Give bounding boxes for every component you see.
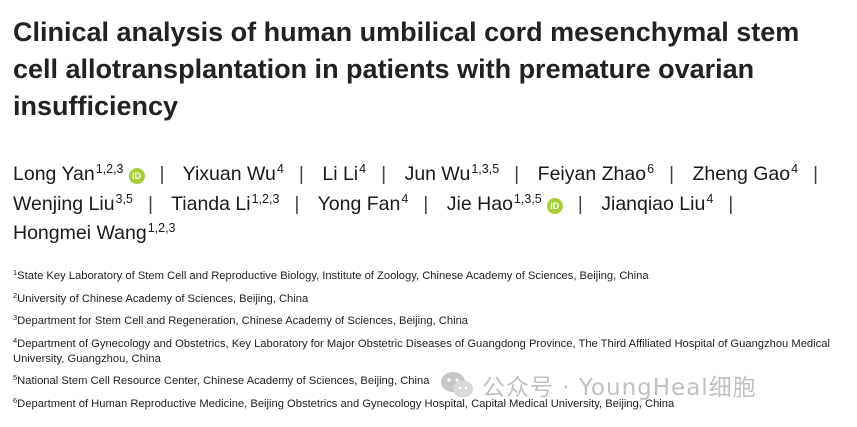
author-separator: | — [159, 163, 165, 185]
author[interactable]: Yong Fan4 — [317, 191, 409, 215]
author-separator: | — [294, 192, 300, 215]
author-separator: | — [669, 163, 675, 185]
author-separator: | — [381, 163, 387, 185]
author[interactable]: Zheng Gao4 — [692, 162, 799, 185]
author[interactable]: Li Li4 — [322, 162, 367, 185]
orcid-icon[interactable]: iD — [546, 197, 563, 214]
author[interactable]: Wenjing Liu3,5 — [13, 191, 133, 215]
watermark-text: 公众号 · YoungHeal细胞 — [482, 375, 757, 401]
author[interactable]: Long Yan1,2,3 iD — [13, 163, 145, 185]
author-separator: | — [298, 163, 304, 185]
affiliation: 1State Key Laboratory of Stem Cell and R… — [13, 268, 649, 282]
author-separator: | — [813, 163, 819, 185]
author-separator: | — [728, 192, 734, 215]
affiliation: 3Department for Stem Cell and Regenerati… — [13, 313, 469, 327]
author-separator: | — [147, 192, 154, 215]
watermark: 公众号 · YoungHeal细胞 — [440, 366, 757, 404]
author[interactable]: Tianda Li1,2,3 — [171, 191, 280, 215]
author[interactable]: Jie Hao1,3,5 iD — [447, 192, 563, 215]
author[interactable]: Feiyan Zhao6 — [537, 162, 655, 185]
author[interactable]: Jun Wu1,3,5 — [404, 162, 500, 185]
author[interactable]: Hongmei Wang1,2,3 — [13, 221, 176, 244]
affiliation: 5National Stem Cell Resource Center, Chi… — [13, 373, 430, 387]
author[interactable]: Yixuan Wu4 — [182, 162, 284, 185]
author-separator: | — [577, 192, 583, 215]
affiliation: 6Department of Human Reproductive Medici… — [13, 395, 675, 410]
affiliation: 4Department of Gynecology and Obstetrics… — [13, 335, 830, 365]
orcid-icon[interactable]: iD — [128, 168, 145, 184]
author-separator: | — [423, 192, 429, 215]
author-list: Long Yan1,2,3 iD | Yixuan Wu4 | Li Li4 | Jun… — [13, 160, 848, 249]
wechat-logo-icon — [441, 372, 473, 398]
author[interactable]: Jianqiao Liu4 — [601, 191, 714, 215]
affiliation: 2University of Chinese Academy of Scienc… — [13, 290, 309, 305]
author-separator: | — [514, 163, 520, 185]
paper-title: Clinical analysis of human umbilical cor… — [13, 17, 800, 121]
affiliation-list: 1State Key Laboratory of Stem Cell and R… — [13, 269, 851, 419]
